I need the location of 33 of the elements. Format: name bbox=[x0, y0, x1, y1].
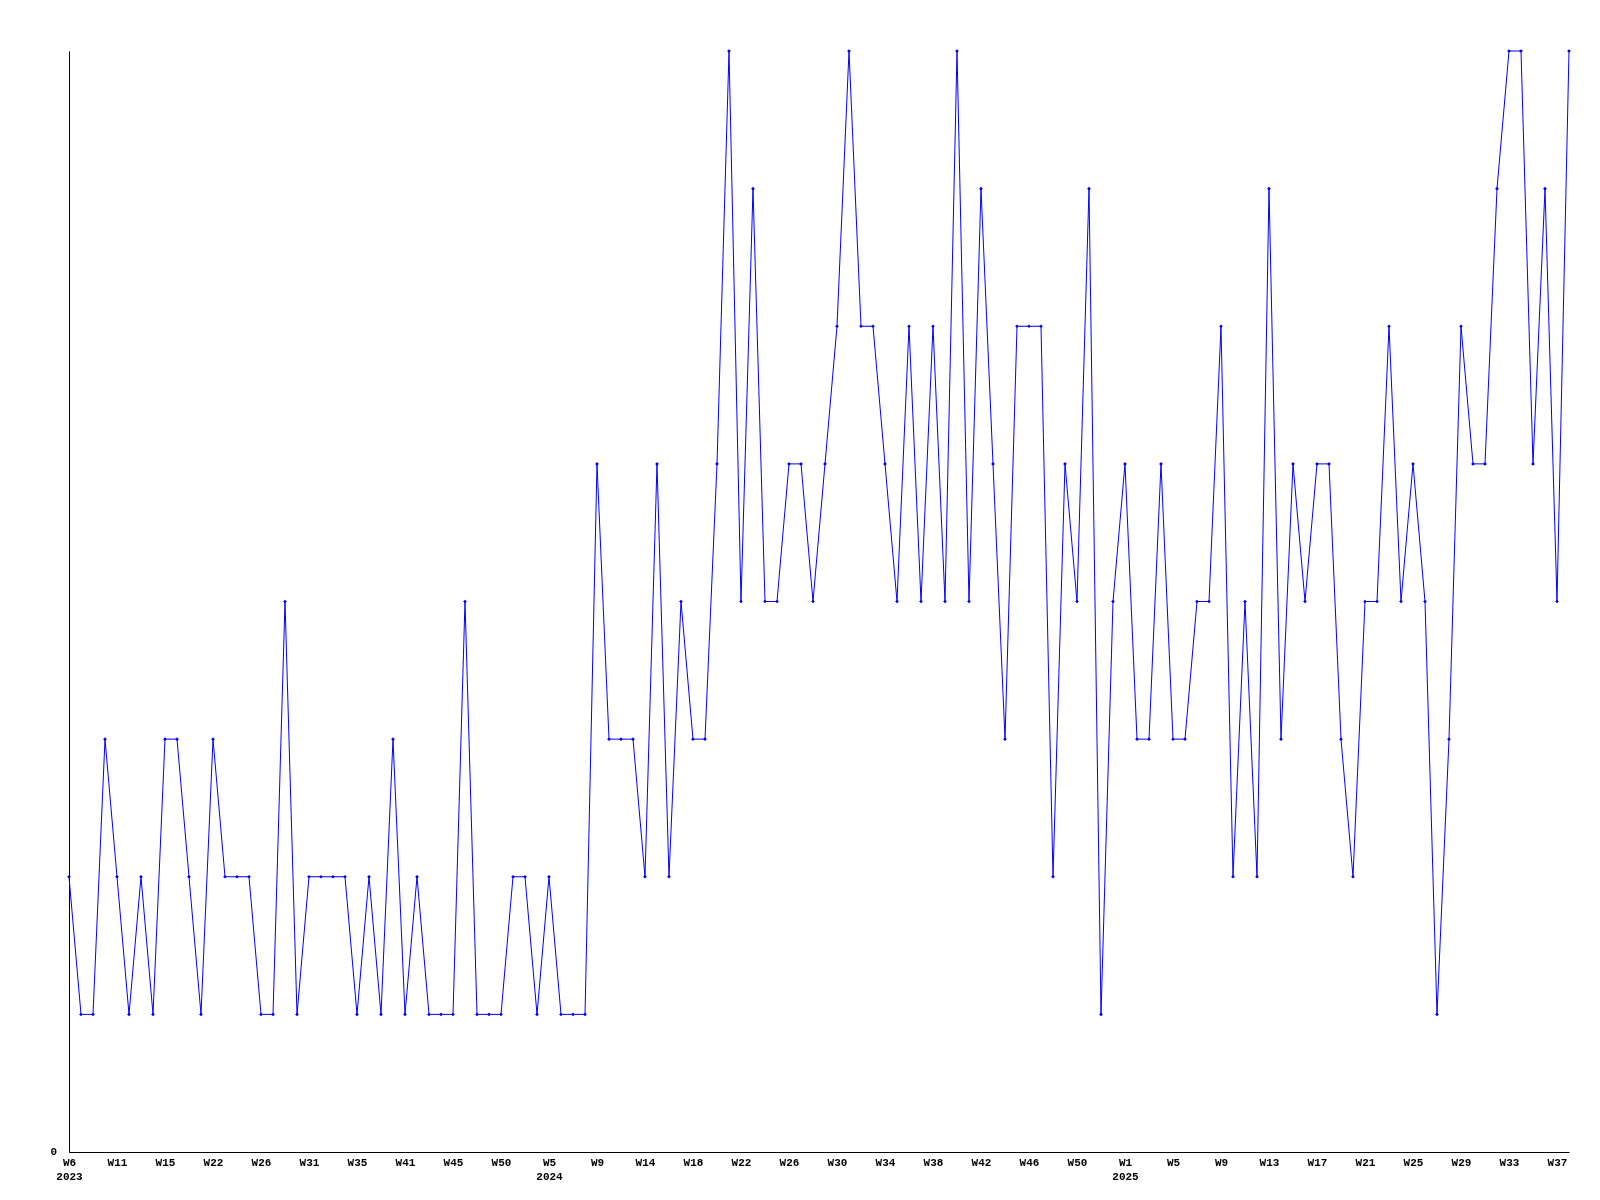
x-tick-label: W34 bbox=[875, 1156, 896, 1169]
x-tick-label: W37 bbox=[1547, 1156, 1568, 1169]
x-tick-label: W22 bbox=[203, 1156, 224, 1169]
x-tick-label: W35 bbox=[347, 1156, 368, 1169]
x-tick-label: W9 bbox=[590, 1156, 605, 1169]
text: 0 bbox=[50, 1146, 57, 1158]
x-tick-label: W22 bbox=[731, 1156, 752, 1169]
x-tick-label: W33 bbox=[1499, 1156, 1520, 1169]
x-tick-label: W18 bbox=[683, 1156, 704, 1169]
x-tick-label: W17 bbox=[1307, 1156, 1328, 1169]
x-tick-label: W5 2024 bbox=[536, 1156, 564, 1183]
x-tick-label: W25 bbox=[1403, 1156, 1424, 1169]
x-tick-label: W15 bbox=[155, 1156, 176, 1169]
x-tick-label: W50 bbox=[491, 1156, 512, 1169]
x-tick-label: W21 bbox=[1355, 1156, 1376, 1169]
x-tick-label: W42 bbox=[971, 1156, 992, 1169]
x-tick-label: W9 bbox=[1214, 1156, 1229, 1169]
x-tick-label: W11 bbox=[107, 1156, 128, 1169]
x-tick-label: W41 bbox=[395, 1156, 416, 1169]
x-tick-label: W13 bbox=[1259, 1156, 1280, 1169]
x-tick-label: W38 bbox=[923, 1156, 944, 1169]
x-tick-label: W5 bbox=[1166, 1156, 1181, 1169]
x-tick-label: W1 2025 bbox=[1112, 1156, 1140, 1183]
x-tick-label: W26 bbox=[779, 1156, 800, 1169]
x-tick-label: W26 bbox=[251, 1156, 272, 1169]
x-tick-label: W29 bbox=[1451, 1156, 1472, 1169]
x-tick-label: W30 bbox=[827, 1156, 848, 1169]
x-tick-label: W45 bbox=[443, 1156, 464, 1169]
x-tick-label: W50 bbox=[1067, 1156, 1088, 1169]
x-tick-label: W31 bbox=[299, 1156, 320, 1169]
x-tick-label: W14 bbox=[635, 1156, 656, 1169]
x-tick-label: W6 2023 bbox=[56, 1156, 84, 1183]
x-tick-label: W46 bbox=[1019, 1156, 1040, 1169]
